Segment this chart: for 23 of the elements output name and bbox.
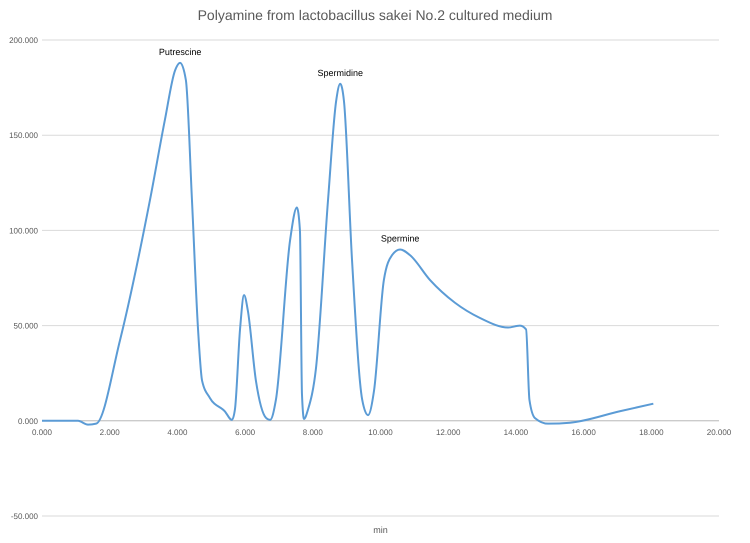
x-tick-label: 0.000 xyxy=(32,428,53,437)
x-tick-label: 2.000 xyxy=(100,428,120,437)
x-tick-label: 4.000 xyxy=(167,428,188,437)
chart-title: Polyamine from lactobacillus sakei No.2 cultured medium xyxy=(198,7,552,23)
x-tick-label: 18.000 xyxy=(639,428,664,437)
x-tick-label: 8.000 xyxy=(302,428,324,437)
annotation: Putrescine xyxy=(158,46,202,57)
y-tick-label: 0.000 xyxy=(18,416,39,426)
y-tick-label: -50.000 xyxy=(10,512,39,521)
x-tick-label: 10.000 xyxy=(368,428,394,437)
y-tick-label: 150.000 xyxy=(9,131,39,140)
y-tick-label: 100.000 xyxy=(9,226,39,236)
line-series xyxy=(41,62,654,426)
annotation: Spermine xyxy=(380,233,420,244)
x-axis-title: min xyxy=(373,525,388,535)
x-tick-label: 12.000 xyxy=(436,428,461,437)
y-tick-label: 50.000 xyxy=(14,322,39,331)
x-tick-label: 20.000 xyxy=(706,428,732,437)
x-tick-label: 14.000 xyxy=(504,428,529,437)
annotation: Spermidine xyxy=(317,68,363,78)
x-tick-label: 6.000 xyxy=(235,428,256,437)
x-tick-label: 16.000 xyxy=(571,428,596,437)
y-tick-label: 200.000 xyxy=(9,36,39,45)
